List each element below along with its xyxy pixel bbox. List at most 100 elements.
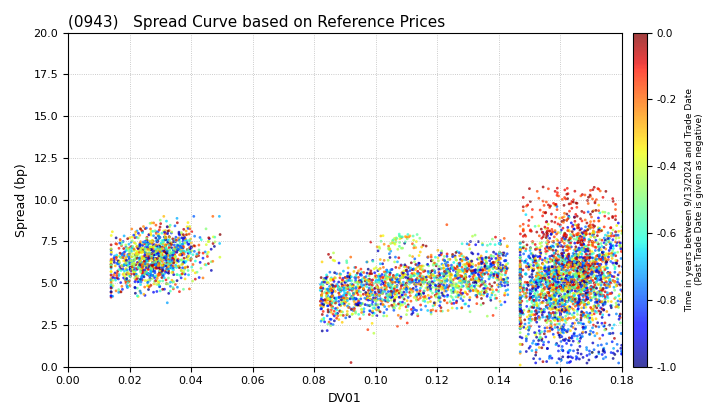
Point <box>368 294 379 301</box>
Point <box>395 280 406 286</box>
Point <box>559 301 571 308</box>
Point <box>598 355 609 362</box>
Point <box>148 255 159 261</box>
Point <box>459 294 470 300</box>
Point <box>570 284 582 290</box>
Point <box>557 354 569 360</box>
Point <box>347 286 359 292</box>
Point <box>135 288 146 294</box>
Point <box>527 293 539 300</box>
Point <box>440 284 451 291</box>
Point <box>578 260 590 267</box>
Point <box>551 284 562 291</box>
Point <box>580 258 592 265</box>
Point <box>524 289 536 296</box>
Point <box>530 262 541 269</box>
Point <box>143 262 155 268</box>
Point <box>589 260 600 267</box>
Point <box>542 285 554 292</box>
Point <box>392 278 403 285</box>
Point <box>622 256 634 263</box>
Point <box>581 296 593 302</box>
Point <box>561 255 572 262</box>
Point <box>328 311 339 318</box>
Point <box>575 256 586 263</box>
Point <box>566 259 577 265</box>
Point <box>556 276 567 282</box>
Point <box>350 285 361 292</box>
Point <box>168 247 179 254</box>
Point <box>582 245 593 252</box>
Point <box>163 252 175 259</box>
Point <box>556 236 567 242</box>
Point <box>587 232 598 239</box>
Point <box>588 228 599 234</box>
Point <box>589 260 600 267</box>
Point <box>564 334 575 341</box>
Point <box>588 222 599 228</box>
Point <box>107 277 119 284</box>
Point <box>167 278 179 285</box>
Point <box>158 237 169 244</box>
Point <box>565 323 577 329</box>
Point <box>415 291 426 298</box>
Point <box>356 272 367 278</box>
Point <box>189 233 200 239</box>
Point <box>379 284 390 291</box>
Point <box>138 259 150 265</box>
Point <box>136 267 148 274</box>
Point <box>559 337 570 344</box>
Point <box>603 275 614 281</box>
Point <box>474 256 485 262</box>
Point <box>327 291 338 298</box>
Point <box>174 257 186 264</box>
Point <box>145 244 157 250</box>
Point <box>381 306 392 313</box>
Point <box>147 262 158 269</box>
Point <box>524 273 536 280</box>
Point <box>587 230 598 236</box>
Point <box>582 291 593 298</box>
Point <box>143 245 154 252</box>
Point <box>502 281 513 288</box>
Point <box>568 262 580 269</box>
Point <box>552 273 564 280</box>
Point <box>446 271 457 278</box>
Point <box>456 277 467 284</box>
Point <box>379 286 391 293</box>
Point <box>109 259 120 266</box>
Point <box>477 280 488 286</box>
Point <box>182 267 194 274</box>
Point <box>549 292 561 299</box>
Point <box>321 279 333 286</box>
Point <box>574 286 585 292</box>
Point <box>549 228 561 235</box>
Point <box>379 270 391 277</box>
Point <box>549 256 560 263</box>
Point <box>610 216 621 223</box>
Point <box>443 266 454 273</box>
Point <box>133 261 145 268</box>
Point <box>603 239 615 245</box>
Point <box>168 286 179 292</box>
Point <box>588 218 600 224</box>
Point <box>343 274 355 281</box>
Point <box>604 290 616 297</box>
Point <box>564 304 575 310</box>
Point <box>359 277 371 284</box>
Point <box>473 260 485 267</box>
Point <box>450 281 462 287</box>
Point <box>469 276 481 283</box>
Point <box>531 275 542 282</box>
Point <box>411 276 423 282</box>
Point <box>567 253 578 260</box>
Point <box>564 214 575 220</box>
Point <box>442 286 454 293</box>
Point <box>572 271 584 278</box>
Point <box>147 259 158 266</box>
Point <box>438 265 450 271</box>
Point <box>116 242 127 249</box>
Point <box>426 257 437 264</box>
Point <box>150 259 161 266</box>
Point <box>558 217 570 224</box>
